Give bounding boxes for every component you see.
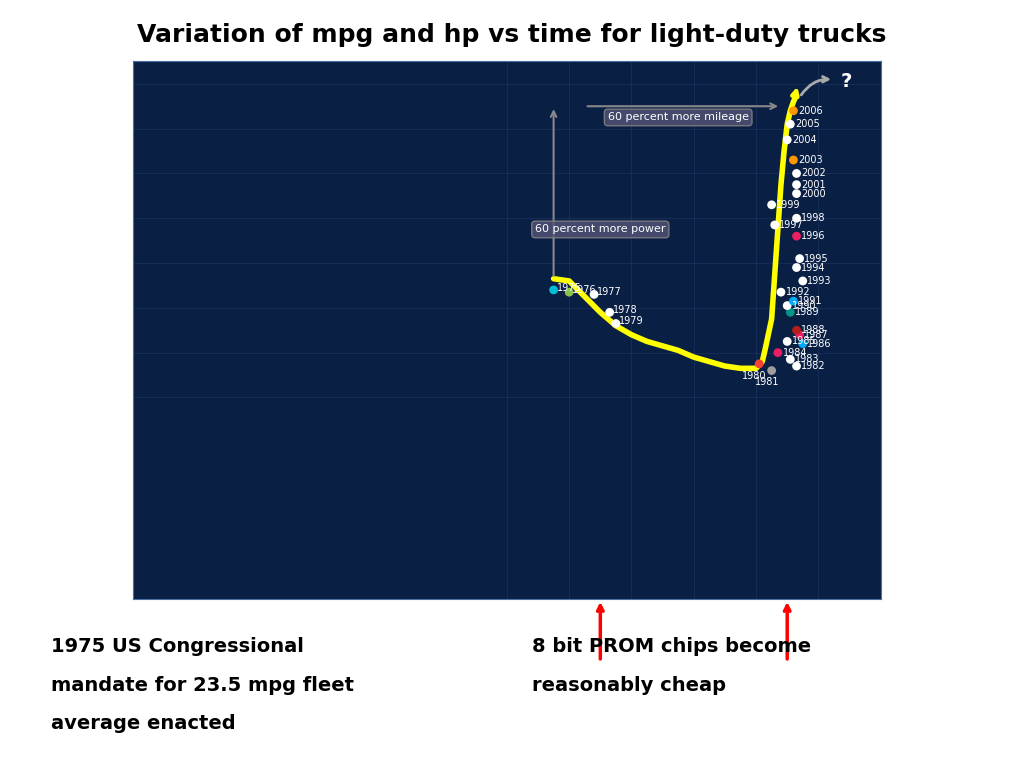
Point: [788, 167, 805, 180]
Point: [792, 329, 808, 341]
Point: [601, 306, 617, 319]
Text: 1984: 1984: [782, 348, 807, 358]
Text: 8 bit PROM chips become: 8 bit PROM chips become: [532, 637, 812, 657]
Text: 2006: 2006: [798, 106, 822, 116]
Point: [785, 104, 802, 117]
Text: 1982: 1982: [801, 361, 825, 371]
Point: [788, 212, 805, 224]
Point: [788, 324, 805, 336]
Point: [788, 187, 805, 200]
Text: 2002: 2002: [801, 168, 826, 178]
Point: [764, 199, 780, 211]
Point: [779, 336, 796, 348]
Text: 1979: 1979: [618, 316, 644, 326]
Text: 1980: 1980: [742, 371, 767, 381]
Text: On-Road Fuel Economy for New Light-Duty Vehicles: On-Road Fuel Economy for New Light-Duty …: [286, 8, 728, 24]
Point: [586, 288, 602, 300]
Text: 1975 US Congressional: 1975 US Congressional: [51, 637, 304, 657]
Text: 1998: 1998: [801, 214, 825, 223]
Point: [607, 317, 624, 329]
Text: 2004: 2004: [792, 135, 816, 145]
Text: 1978: 1978: [612, 305, 637, 315]
Text: 1976: 1976: [572, 285, 597, 295]
Text: 60 percent more power: 60 percent more power: [536, 224, 666, 234]
Point: [788, 230, 805, 243]
Text: Variation of mpg and hp vs time for light-duty trucks: Variation of mpg and hp vs time for ligh…: [137, 23, 887, 47]
Point: [764, 365, 780, 377]
Text: 1990: 1990: [792, 300, 816, 310]
Point: [782, 353, 799, 366]
Text: 1997: 1997: [779, 220, 804, 230]
Point: [788, 261, 805, 273]
Point: [795, 338, 811, 350]
Text: 1994: 1994: [801, 263, 825, 273]
Text: 1975-2006 Model Years Sales-Weighted Horsepower and MPG: 1975-2006 Model Years Sales-Weighted Hor…: [265, 42, 749, 56]
Text: ?: ?: [840, 72, 852, 91]
Point: [785, 154, 802, 166]
Text: 1975: 1975: [557, 283, 582, 293]
Point: [767, 219, 783, 231]
Point: [795, 275, 811, 287]
Text: 1995: 1995: [804, 253, 829, 263]
Text: 1988: 1988: [801, 325, 825, 336]
Point: [773, 286, 790, 298]
Text: 1991: 1991: [798, 296, 822, 306]
Text: 1989: 1989: [795, 307, 819, 317]
Text: 1985: 1985: [792, 336, 816, 346]
Point: [561, 286, 578, 298]
Point: [779, 300, 796, 312]
Point: [751, 358, 767, 370]
Text: 1996: 1996: [801, 231, 825, 241]
Text: 2005: 2005: [795, 119, 820, 129]
Text: 1977: 1977: [597, 287, 622, 297]
Text: 2000: 2000: [801, 189, 825, 199]
Text: Horsepower: Horsepower: [43, 136, 119, 148]
Point: [788, 178, 805, 190]
Text: 1986: 1986: [808, 339, 831, 349]
Text: 2001: 2001: [801, 180, 825, 190]
Point: [779, 134, 796, 146]
Text: 2003: 2003: [798, 155, 822, 165]
Point: [792, 253, 808, 265]
Point: [782, 306, 799, 319]
Point: [785, 295, 802, 307]
Point: [782, 118, 799, 131]
Text: average enacted: average enacted: [51, 714, 236, 733]
Point: [770, 346, 786, 359]
Text: 1983: 1983: [795, 354, 819, 364]
Text: 1992: 1992: [785, 287, 810, 297]
X-axis label: Miles per Gallon: Miles per Gallon: [437, 627, 577, 642]
Point: [546, 284, 562, 296]
Text: mandate for 23.5 mpg fleet: mandate for 23.5 mpg fleet: [51, 676, 354, 695]
Text: 60 percent more mileage: 60 percent more mileage: [607, 112, 749, 122]
Text: reasonably cheap: reasonably cheap: [532, 676, 726, 695]
Point: [788, 360, 805, 372]
Text: 1999: 1999: [776, 200, 801, 210]
Text: 1993: 1993: [808, 276, 831, 286]
Text: 1987: 1987: [804, 329, 829, 339]
Text: 1981: 1981: [755, 377, 779, 387]
